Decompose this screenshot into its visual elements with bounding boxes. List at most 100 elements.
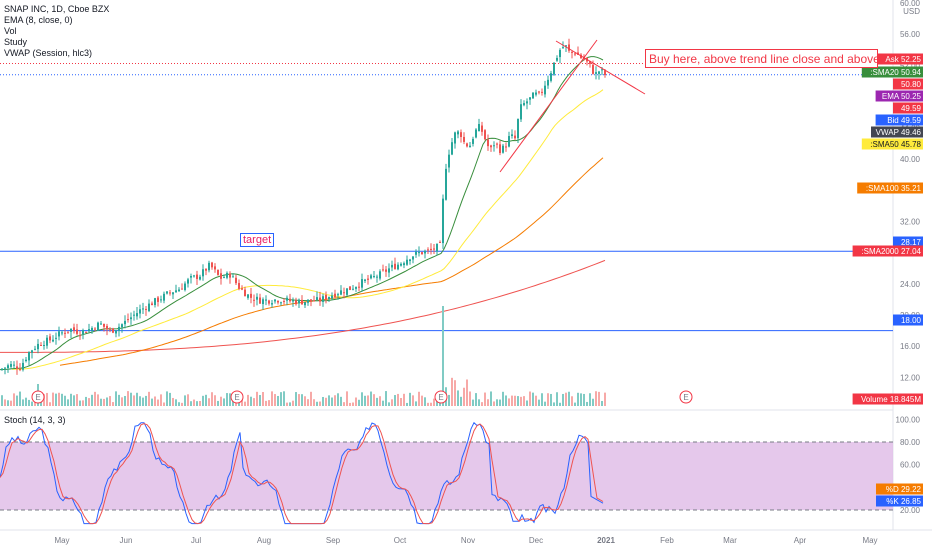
volume-bar xyxy=(367,395,369,406)
time-tick-label: Sep xyxy=(326,536,341,545)
volume-bar xyxy=(211,392,213,406)
time-tick-label: May xyxy=(54,536,69,545)
volume-bar xyxy=(586,401,588,406)
earnings-marker-label: E xyxy=(234,393,239,402)
candle-body xyxy=(574,53,576,55)
candle-body xyxy=(571,51,573,53)
volume-bar xyxy=(484,392,486,406)
volume-bar xyxy=(145,395,147,406)
candle-body xyxy=(244,289,246,297)
volume-bar xyxy=(94,391,96,406)
candle-body xyxy=(352,288,354,290)
buy-annotation[interactable]: Buy here, above trend line close and abo… xyxy=(645,49,878,68)
candle-body xyxy=(280,302,282,304)
candle-body xyxy=(247,294,249,298)
volume-bar xyxy=(58,392,60,406)
candle-body xyxy=(475,129,477,138)
candle-body xyxy=(544,85,546,95)
volume-bar xyxy=(391,399,393,406)
time-tick-label: Feb xyxy=(660,536,674,545)
price-tick-label: 60.00 xyxy=(900,0,921,8)
candle-body xyxy=(334,293,336,298)
volume-bar xyxy=(583,393,585,406)
volume-bar xyxy=(568,391,570,406)
candle-body xyxy=(208,262,210,271)
time-tick-label: Jul xyxy=(191,536,201,545)
volume-bar xyxy=(565,392,567,406)
candle-body xyxy=(364,279,366,281)
candle-body xyxy=(379,271,381,279)
candle-body xyxy=(253,299,255,301)
candle-body xyxy=(406,259,408,265)
volume-bar xyxy=(28,399,30,406)
candle-body xyxy=(283,301,285,303)
price-tag xyxy=(893,78,923,90)
volume-bar xyxy=(64,395,66,406)
target-annotation[interactable]: target xyxy=(240,233,275,247)
stoch-tick-label: 20.00 xyxy=(900,506,921,515)
candle-body xyxy=(418,252,420,254)
candle-body xyxy=(196,274,198,279)
candle-body xyxy=(268,300,270,304)
volume-bar xyxy=(460,396,462,406)
candle-body xyxy=(58,331,60,337)
volume-bar xyxy=(13,393,15,406)
candle-body xyxy=(151,303,153,306)
candle-body xyxy=(547,79,549,86)
candle-body xyxy=(148,303,150,312)
candle-body xyxy=(13,364,15,366)
candle-body xyxy=(568,44,570,51)
candle-body xyxy=(154,298,156,306)
candle-body xyxy=(400,263,402,266)
price-tick-label: 32.00 xyxy=(900,217,921,226)
volume-bar xyxy=(19,391,21,406)
candle-body xyxy=(31,350,33,353)
volume-bar xyxy=(529,391,531,406)
candle-body xyxy=(322,296,324,302)
candle-body xyxy=(496,143,498,145)
volume-bar xyxy=(178,402,180,406)
volume-bar xyxy=(520,396,522,406)
volume-bar xyxy=(448,394,450,406)
candle-body xyxy=(541,91,543,93)
candle-body xyxy=(469,145,471,148)
volume-bar xyxy=(382,400,384,406)
stoch-legend: Stoch (14, 3, 3) xyxy=(4,415,66,425)
volume-bar xyxy=(418,391,420,406)
stoch-tag-label: %K 26.85 xyxy=(886,497,921,506)
candle-body xyxy=(301,299,303,305)
volume-bar xyxy=(169,392,171,406)
candle-body xyxy=(271,303,273,305)
candle-body xyxy=(343,292,345,294)
candle-body xyxy=(121,324,123,328)
candle-body xyxy=(478,124,480,132)
candle-body xyxy=(229,273,231,278)
candle-body xyxy=(490,145,492,148)
volume-bar xyxy=(10,400,12,406)
volume-bar xyxy=(199,401,201,406)
volume-bar xyxy=(193,399,195,406)
candle-body xyxy=(385,269,387,272)
volume-bar xyxy=(166,391,168,406)
candle-body xyxy=(355,286,357,289)
candle-body xyxy=(19,369,21,371)
volume-bar xyxy=(457,390,459,406)
sma2000-line xyxy=(0,259,606,353)
volume-bar xyxy=(256,391,258,406)
stoch-band-fill xyxy=(0,442,893,510)
price-tick-label: 24.00 xyxy=(900,280,921,289)
volume-bar xyxy=(184,395,186,406)
candle-body xyxy=(10,364,12,367)
volume-bar xyxy=(259,395,261,406)
candle-body xyxy=(226,272,228,278)
volume-bar xyxy=(163,402,165,406)
candle-body xyxy=(178,289,180,292)
candle-body xyxy=(214,266,216,270)
volume-bar xyxy=(307,399,309,406)
candle-body xyxy=(250,293,252,298)
candle-body xyxy=(463,136,465,142)
volume-bar xyxy=(121,397,123,406)
candle-body xyxy=(514,135,516,139)
volume-bar xyxy=(181,402,183,406)
